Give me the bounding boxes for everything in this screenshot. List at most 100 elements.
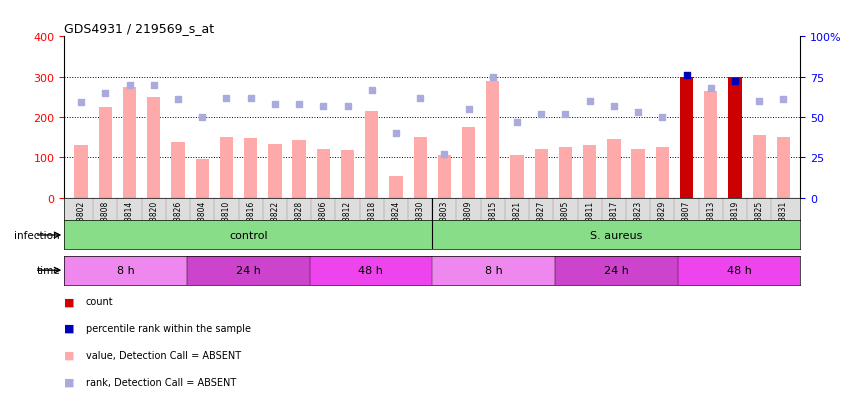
Bar	[317, 150, 330, 198]
Bar	[195, 160, 209, 198]
Point	[776, 97, 790, 103]
Bar	[728, 78, 741, 198]
Text: GSM343815: GSM343815	[488, 200, 497, 246]
Text: GSM343807: GSM343807	[682, 200, 691, 246]
Bar	[559, 148, 572, 198]
Text: GSM343823: GSM343823	[633, 200, 643, 246]
Bar	[147, 97, 160, 198]
Text: GSM343822: GSM343822	[270, 200, 279, 246]
Text: count: count	[86, 297, 113, 306]
Text: control: control	[229, 230, 268, 240]
Bar	[413, 138, 427, 198]
Bar	[656, 148, 669, 198]
Point	[389, 131, 403, 137]
Bar	[341, 151, 354, 198]
Text: GSM343831: GSM343831	[779, 200, 788, 246]
Bar	[752, 136, 766, 198]
Text: ■: ■	[64, 323, 74, 333]
Bar	[704, 92, 717, 198]
Text: ■: ■	[64, 350, 74, 360]
Bar	[535, 150, 548, 198]
Bar	[632, 150, 645, 198]
Text: GSM343817: GSM343817	[609, 200, 618, 246]
Bar	[776, 138, 790, 198]
Text: GSM343808: GSM343808	[101, 200, 110, 246]
Bar	[123, 88, 136, 198]
Text: GSM343809: GSM343809	[464, 200, 473, 246]
Text: 48 h: 48 h	[727, 266, 752, 275]
Text: GSM343810: GSM343810	[222, 200, 231, 246]
Point	[317, 103, 330, 110]
Bar	[389, 176, 402, 198]
Bar	[680, 78, 693, 198]
Text: infection: infection	[15, 230, 60, 240]
Text: GSM343812: GSM343812	[343, 200, 352, 246]
Text: 8 h: 8 h	[484, 266, 502, 275]
Bar	[462, 128, 475, 198]
Bar	[432, 256, 555, 285]
Text: GSM343803: GSM343803	[440, 200, 449, 246]
Text: GSM343827: GSM343827	[537, 200, 546, 246]
Text: GSM343805: GSM343805	[561, 200, 570, 246]
Text: time: time	[36, 266, 60, 275]
Bar	[293, 141, 306, 198]
Bar	[607, 140, 621, 198]
Text: GSM343829: GSM343829	[657, 200, 667, 246]
Text: S. aureus: S. aureus	[590, 230, 643, 240]
Bar	[187, 256, 310, 285]
Point	[74, 100, 88, 107]
Text: GSM343811: GSM343811	[586, 200, 594, 246]
Bar	[268, 145, 282, 198]
Point	[195, 114, 209, 121]
Point	[752, 98, 766, 105]
Point	[583, 98, 597, 105]
Text: GSM343820: GSM343820	[149, 200, 158, 246]
Text: GSM343818: GSM343818	[367, 200, 377, 246]
Bar	[98, 108, 112, 198]
Point	[631, 109, 645, 116]
Bar	[310, 256, 432, 285]
Point	[413, 95, 427, 102]
Text: GSM343802: GSM343802	[77, 200, 86, 246]
Bar	[220, 138, 233, 198]
Text: GSM343804: GSM343804	[198, 200, 207, 246]
Bar	[678, 256, 800, 285]
Bar	[365, 112, 378, 198]
Point	[171, 97, 185, 103]
Point	[680, 73, 693, 79]
Text: 24 h: 24 h	[603, 266, 629, 275]
Text: GSM343825: GSM343825	[755, 200, 764, 246]
Point	[220, 95, 234, 102]
Point	[122, 82, 136, 89]
Text: 24 h: 24 h	[235, 266, 261, 275]
Point	[728, 79, 742, 85]
Text: GSM343819: GSM343819	[730, 200, 740, 246]
Text: ■: ■	[64, 297, 74, 306]
Point	[292, 102, 306, 108]
Text: GSM343813: GSM343813	[706, 200, 716, 246]
Text: GSM343816: GSM343816	[247, 200, 255, 246]
Point	[268, 102, 282, 108]
Point	[437, 152, 451, 158]
Text: 48 h: 48 h	[359, 266, 383, 275]
Bar	[437, 156, 451, 198]
Text: GSM343821: GSM343821	[513, 200, 521, 246]
Point	[559, 111, 573, 118]
Point	[244, 95, 258, 102]
Text: ■: ■	[64, 377, 74, 387]
Point	[534, 111, 548, 118]
Bar	[555, 256, 678, 285]
Text: GSM343814: GSM343814	[125, 200, 134, 246]
Point	[607, 103, 621, 110]
Text: GSM343828: GSM343828	[294, 200, 304, 246]
Point	[656, 114, 669, 121]
Bar	[583, 146, 597, 198]
Text: GSM343824: GSM343824	[391, 200, 401, 246]
Point	[461, 106, 475, 113]
Text: value, Detection Call = ABSENT: value, Detection Call = ABSENT	[86, 350, 241, 360]
Text: percentile rank within the sample: percentile rank within the sample	[86, 323, 251, 333]
Bar	[486, 81, 500, 198]
Point	[704, 85, 717, 92]
Text: 8 h: 8 h	[116, 266, 134, 275]
Point	[486, 74, 500, 81]
